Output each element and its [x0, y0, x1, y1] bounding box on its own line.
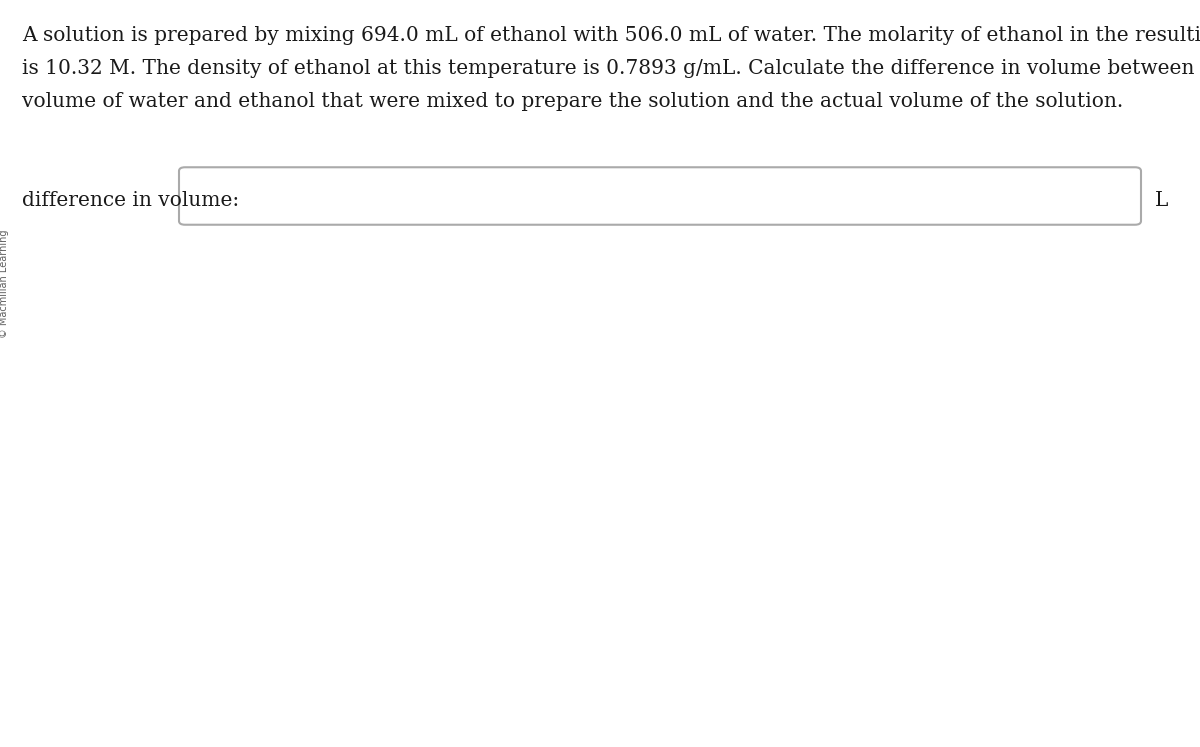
- Text: volume of water and ethanol that were mixed to prepare the solution and the actu: volume of water and ethanol that were mi…: [22, 92, 1123, 111]
- Text: © Macmillan Learning: © Macmillan Learning: [0, 229, 8, 338]
- FancyBboxPatch shape: [179, 167, 1141, 225]
- Text: A solution is prepared by mixing 694.0 mL of ethanol with 506.0 mL of water. The: A solution is prepared by mixing 694.0 m…: [22, 26, 1200, 45]
- Text: is 10.32 M. The density of ethanol at this temperature is 0.7893 g/mL. Calculate: is 10.32 M. The density of ethanol at th…: [22, 59, 1200, 78]
- Text: difference in volume:: difference in volume:: [22, 190, 239, 209]
- Text: L: L: [1154, 190, 1169, 209]
